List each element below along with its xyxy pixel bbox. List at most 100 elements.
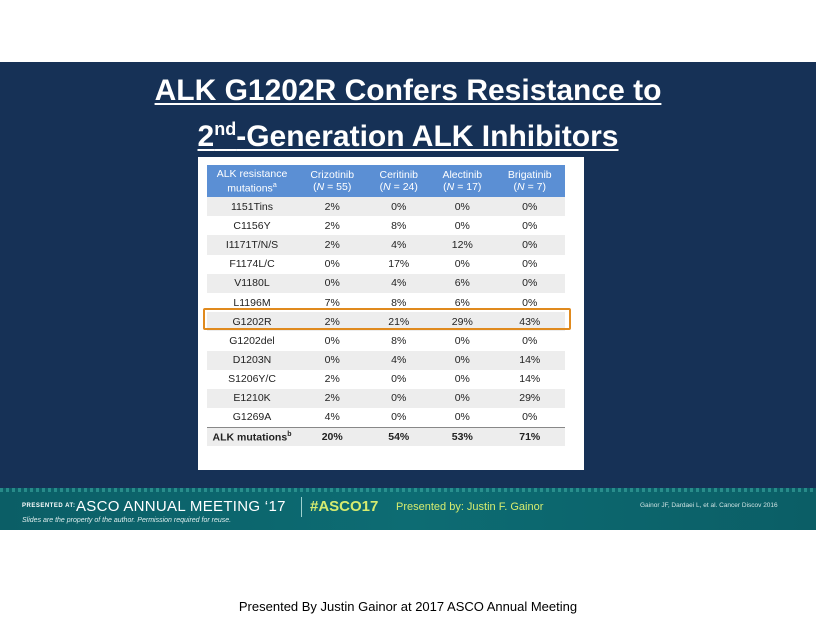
table-row: S1206Y/C 2% 0% 0% 14% [207,369,565,389]
value-cell: 0% [297,331,368,351]
value-cell: 0% [297,273,368,293]
value-cell: 17% [367,254,431,274]
value-cell: 0% [430,350,495,370]
value-cell: 0% [494,235,565,255]
value-cell: 0% [494,292,565,313]
table-row: V1180L 0% 4% 6% 0% [207,273,565,293]
mutation-cell: F1174L/C [207,254,297,274]
value-cell: 4% [367,273,431,293]
mutation-cell: E1210K [207,388,297,409]
mutation-cell: I1171T/N/S [207,235,297,255]
value-cell: 4% [367,350,431,370]
value-cell: 0% [494,408,565,428]
mutation-cell: G1202del [207,331,297,351]
slide: ALK G1202R Confers Resistance to 2nd-Gen… [0,62,816,488]
mutation-cell: G1202R [207,312,297,332]
table-total-row: ALK mutationsb 20% 54% 53% 71% [207,426,565,447]
total-cell: 54% [367,426,431,447]
slides-note: Slides are the property of the author. P… [22,517,232,524]
table-row: F1174L/C 0% 17% 0% 0% [207,254,565,274]
value-cell: 29% [430,312,495,332]
value-cell: 0% [494,216,565,236]
resistance-table: ALK resistance mutationsa Crizotinib (N … [207,165,565,447]
mutation-cell: C1156Y [207,216,297,236]
header-drug: Brigatinib (N = 7) [494,165,565,197]
value-cell: 0% [367,388,431,409]
value-cell: 2% [297,197,368,217]
value-cell: 8% [367,216,431,236]
value-cell: 8% [367,331,431,351]
value-cell: 14% [494,369,565,389]
value-cell: 6% [430,273,495,293]
title-line-2: 2nd-Generation ALK Inhibitors [197,119,619,153]
table-row: E1210K 2% 0% 0% 29% [207,388,565,409]
table-row: L1196M 7% 8% 6% 0% [207,292,565,313]
value-cell: 2% [297,216,368,236]
total-label: ALK mutationsb [207,426,297,447]
value-cell: 21% [367,312,431,332]
total-cell: 20% [297,426,368,447]
value-cell: 2% [297,388,368,409]
header-mutations: ALK resistance mutationsa [207,165,297,197]
value-cell: 0% [367,369,431,389]
value-cell: 43% [494,312,565,332]
value-cell: 0% [367,408,431,428]
table-header-row: ALK resistance mutationsa Crizotinib (N … [207,165,565,197]
value-cell: 0% [430,388,495,409]
banner-divider [301,497,302,517]
value-cell: 7% [297,292,368,313]
value-cell: 0% [494,197,565,217]
mutation-cell: 1151Tins [207,197,297,217]
value-cell: 4% [297,408,368,428]
value-cell: 8% [367,292,431,313]
value-cell: 12% [430,235,495,255]
value-cell: 0% [430,331,495,351]
presented-at-label: PRESENTED AT: [22,503,76,509]
table-row: C1156Y 2% 8% 0% 0% [207,216,565,236]
table-row: D1203N 0% 4% 0% 14% [207,350,565,370]
value-cell: 0% [430,197,495,217]
table-row: I1171T/N/S 2% 4% 12% 0% [207,235,565,255]
title-line-1: ALK G1202R Confers Resistance to [154,74,662,107]
value-cell: 6% [430,292,495,313]
value-cell: 2% [297,235,368,255]
page-caption: Presented By Justin Gainor at 2017 ASCO … [238,599,578,614]
value-cell: 0% [430,408,495,428]
value-cell: 4% [367,235,431,255]
mutation-cell: S1206Y/C [207,369,297,389]
citation: Gainor JF, Dardaei L, et al. Cancer Disc… [640,502,778,509]
slide-title: ALK G1202R Confers Resistance to 2nd-Gen… [0,72,816,156]
value-cell: 0% [297,350,368,370]
banner-dot-pattern [0,488,816,492]
value-cell: 0% [297,254,368,274]
value-cell: 0% [367,197,431,217]
mutation-cell: D1203N [207,350,297,370]
table-row: 1151Tins 2% 0% 0% 0% [207,197,565,217]
presenter-label: Presented by: Justin F. Gainor [396,501,544,513]
header-drug: Crizotinib (N = 55) [297,165,368,197]
header-drug: Alectinib (N = 17) [430,165,495,197]
total-cell: 53% [430,426,495,447]
table-row: G1202R 2% 21% 29% 43% [207,312,565,332]
value-cell: 14% [494,350,565,370]
table-row: G1269A 4% 0% 0% 0% [207,408,565,428]
value-cell: 0% [430,369,495,389]
value-cell: 2% [297,312,368,332]
resistance-table-card: ALK resistance mutationsa Crizotinib (N … [198,157,584,470]
mutation-cell: G1269A [207,408,297,428]
meeting-banner: PRESENTED AT: ASCO ANNUAL MEETING ‘17 #A… [0,488,816,530]
mutation-cell: V1180L [207,273,297,293]
value-cell: 2% [297,369,368,389]
value-cell: 0% [494,254,565,274]
value-cell: 0% [494,273,565,293]
mutation-cell: L1196M [207,292,297,313]
meeting-name: ASCO ANNUAL MEETING ‘17 [76,498,286,515]
value-cell: 0% [494,331,565,351]
header-drug: Ceritinib (N = 24) [367,165,431,197]
value-cell: 29% [494,388,565,409]
value-cell: 0% [430,254,495,274]
total-cell: 71% [494,426,565,447]
value-cell: 0% [430,216,495,236]
meeting-hashtag: #ASCO17 [310,498,379,515]
table-row: G1202del 0% 8% 0% 0% [207,331,565,351]
